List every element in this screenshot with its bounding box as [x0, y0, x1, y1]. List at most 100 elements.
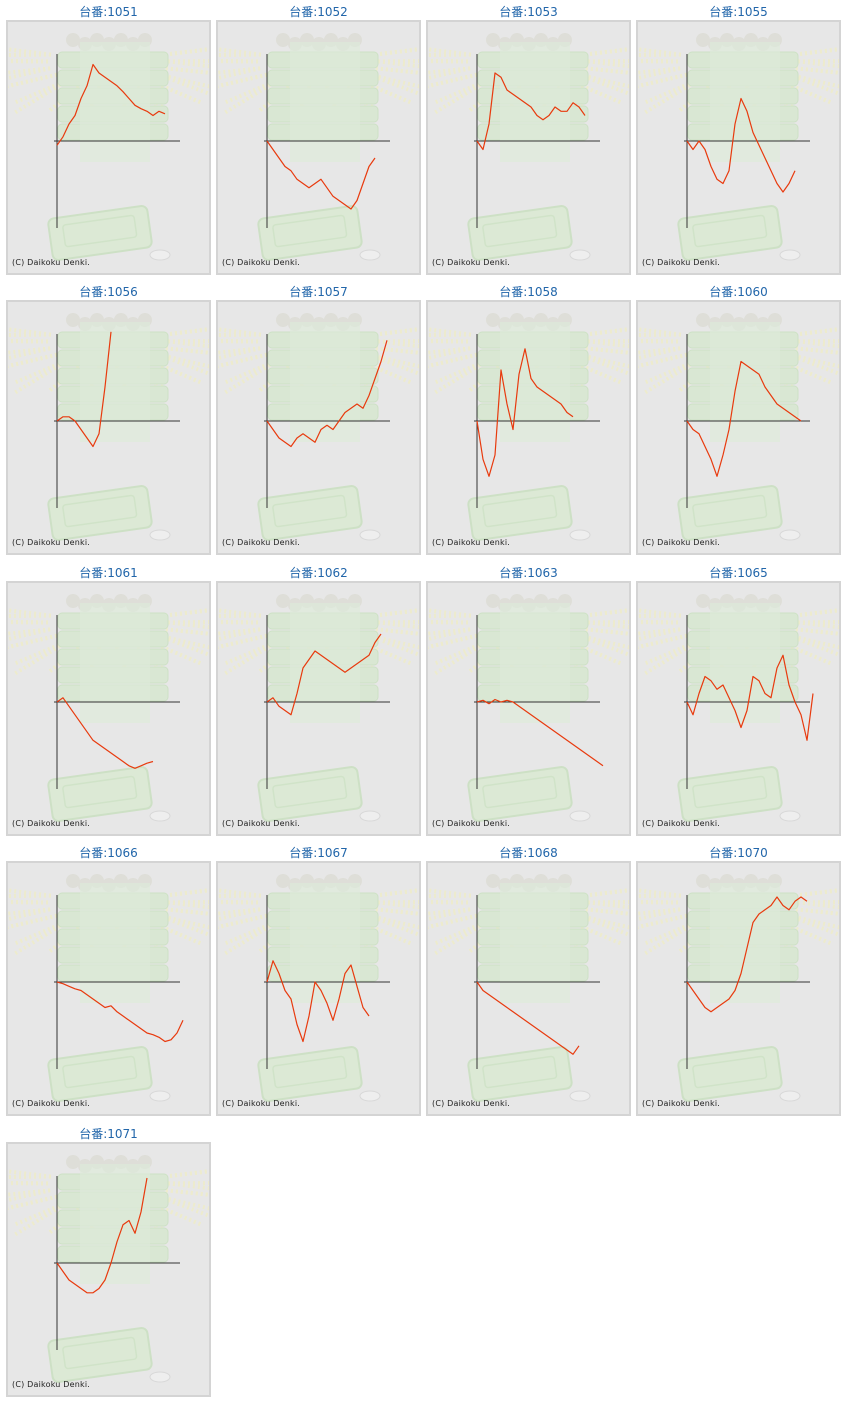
chart-panel: (C) Daikoku Denki. — [6, 300, 211, 555]
machine-chart-card: 台番:1070 (C) Daikoku Denki. — [636, 841, 841, 1121]
payout-series-line — [56, 1177, 148, 1294]
copyright-text: (C) Daikoku Denki. — [642, 538, 721, 547]
machine-illustration — [428, 313, 629, 541]
chart-panel: (C) Daikoku Denki. — [216, 300, 421, 555]
payout-series-line — [56, 697, 154, 769]
copyright-text: (C) Daikoku Denki. — [642, 258, 721, 267]
payout-series-line — [686, 654, 814, 741]
line-chart — [638, 33, 839, 261]
line-chart — [428, 313, 629, 541]
line-chart — [218, 313, 419, 541]
machine-number-title: 台番:1058 — [499, 285, 558, 299]
machine-illustration — [8, 594, 209, 822]
machine-chart-card: 台番:1068 (C) Daikoku Denki. — [426, 841, 631, 1121]
chart-panel: (C) Daikoku Denki. — [216, 861, 421, 1116]
machine-chart-card: 台番:1052 (C) Daikoku Denki. — [216, 0, 421, 280]
copyright-text: (C) Daikoku Denki. — [432, 538, 511, 547]
machine-illustration — [638, 313, 839, 541]
payout-series-line — [476, 72, 586, 151]
copyright-text: (C) Daikoku Denki. — [432, 1099, 511, 1108]
copyright-text: (C) Daikoku Denki. — [642, 1099, 721, 1108]
chart-panel: (C) Daikoku Denki. — [636, 300, 841, 555]
line-chart — [218, 33, 419, 261]
line-chart — [218, 594, 419, 822]
chart-panel: (C) Daikoku Denki. — [636, 20, 841, 275]
payout-series-line — [266, 633, 382, 716]
machine-number-title: 台番:1062 — [289, 566, 348, 580]
machine-chart-card: 台番:1058 (C) Daikoku Denki. — [426, 280, 631, 560]
payout-series-line — [476, 698, 604, 767]
line-chart — [428, 874, 629, 1102]
line-chart — [638, 313, 839, 541]
machine-number-title: 台番:1065 — [709, 566, 768, 580]
machine-number-title: 台番:1066 — [79, 846, 138, 860]
copyright-text: (C) Daikoku Denki. — [12, 1099, 91, 1108]
machine-chart-card: 台番:1065 (C) Daikoku Denki. — [636, 561, 841, 841]
line-chart — [8, 594, 209, 822]
chart-panel: (C) Daikoku Denki. — [426, 581, 631, 836]
payout-series-line — [56, 981, 184, 1043]
copyright-text: (C) Daikoku Denki. — [222, 258, 301, 267]
line-chart — [8, 1155, 209, 1383]
machine-illustration — [428, 594, 629, 822]
machine-chart-card: 台番:1067 (C) Daikoku Denki. — [216, 841, 421, 1121]
copyright-text: (C) Daikoku Denki. — [432, 258, 511, 267]
copyright-text: (C) Daikoku Denki. — [12, 538, 91, 547]
machine-illustration — [218, 313, 419, 541]
payout-series-line — [686, 896, 808, 1013]
copyright-text: (C) Daikoku Denki. — [12, 819, 91, 828]
machine-number-title: 台番:1070 — [709, 846, 768, 860]
machine-number-title: 台番:1055 — [709, 5, 768, 19]
machine-number-title: 台番:1061 — [79, 566, 138, 580]
line-chart — [218, 874, 419, 1102]
copyright-text: (C) Daikoku Denki. — [12, 258, 91, 267]
payout-series-line — [476, 348, 574, 477]
machine-illustration — [218, 33, 419, 261]
machine-illustration — [8, 313, 209, 541]
machine-number-title: 台番:1060 — [709, 285, 768, 299]
machine-illustration — [218, 874, 419, 1102]
payout-series-line — [56, 331, 112, 448]
chart-panel: (C) Daikoku Denki. — [426, 20, 631, 275]
line-chart — [8, 33, 209, 261]
payout-series-line — [686, 97, 796, 193]
payout-series-line — [266, 340, 388, 448]
line-chart — [8, 313, 209, 541]
line-chart — [428, 594, 629, 822]
line-chart — [638, 874, 839, 1102]
machine-illustration — [8, 1155, 209, 1383]
machine-illustration — [8, 33, 209, 261]
payout-series-line — [266, 960, 370, 1043]
chart-panel: (C) Daikoku Denki. — [6, 581, 211, 836]
machine-number-title: 台番:1068 — [499, 846, 558, 860]
machine-number-title: 台番:1063 — [499, 566, 558, 580]
machine-chart-card: 台番:1051 (C) Daikoku Denki. — [6, 0, 211, 280]
copyright-text: (C) Daikoku Denki. — [642, 819, 721, 828]
machine-number-title: 台番:1053 — [499, 5, 558, 19]
machine-chart-card: 台番:1055 (C) Daikoku Denki. — [636, 0, 841, 280]
machine-chart-card: 台番:1061 (C) Daikoku Denki. — [6, 561, 211, 841]
chart-panel: (C) Daikoku Denki. — [6, 20, 211, 275]
machine-chart-card: 台番:1057 (C) Daikoku Denki. — [216, 280, 421, 560]
machine-number-title: 台番:1052 — [289, 5, 348, 19]
machine-illustration — [638, 874, 839, 1102]
machine-illustration — [8, 874, 209, 1102]
machine-chart-card: 台番:1060 (C) Daikoku Denki. — [636, 280, 841, 560]
chart-panel: (C) Daikoku Denki. — [6, 861, 211, 1116]
payout-series-line — [266, 140, 376, 210]
chart-panel: (C) Daikoku Denki. — [216, 20, 421, 275]
machine-number-title: 台番:1051 — [79, 5, 138, 19]
machine-illustration — [428, 33, 629, 261]
chart-panel: (C) Daikoku Denki. — [6, 1142, 211, 1397]
copyright-text: (C) Daikoku Denki. — [222, 1099, 301, 1108]
line-chart — [428, 33, 629, 261]
machine-illustration — [218, 594, 419, 822]
machine-chart-card: 台番:1053 (C) Daikoku Denki. — [426, 0, 631, 280]
machine-illustration — [638, 33, 839, 261]
machine-number-title: 台番:1056 — [79, 285, 138, 299]
machine-number-title: 台番:1067 — [289, 846, 348, 860]
machine-number-title: 台番:1057 — [289, 285, 348, 299]
machine-chart-card: 台番:1056 (C) Daikoku Denki. — [6, 280, 211, 560]
copyright-text: (C) Daikoku Denki. — [222, 819, 301, 828]
payout-series-line — [476, 981, 580, 1055]
